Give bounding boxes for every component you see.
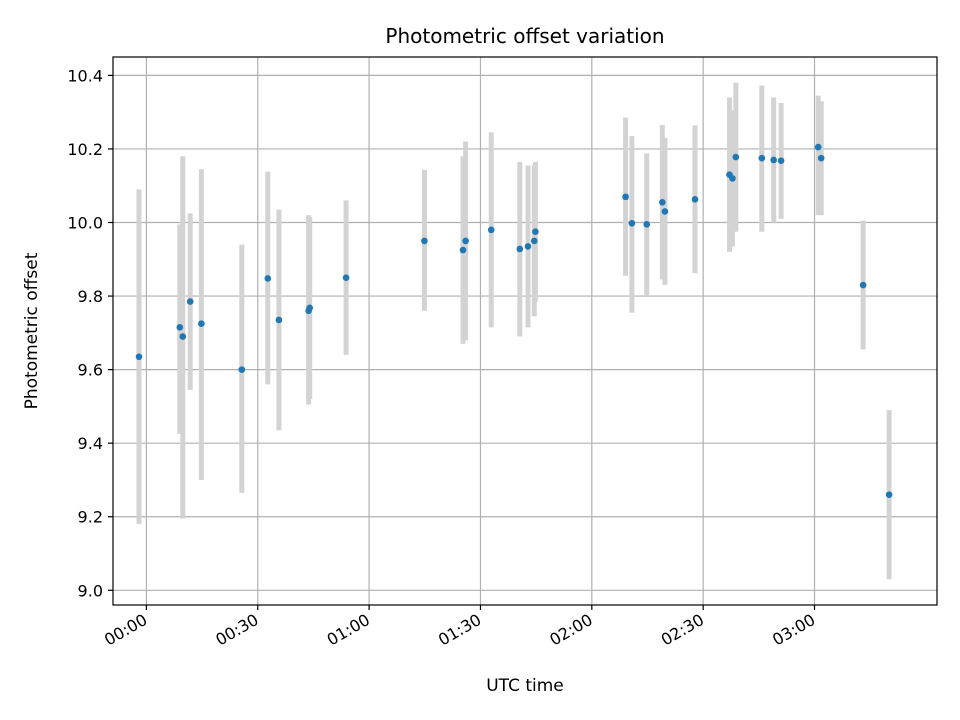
data-point	[306, 304, 314, 312]
data-point	[532, 228, 539, 235]
data-point	[814, 143, 822, 151]
data-point	[462, 237, 469, 245]
data-point	[643, 221, 651, 228]
data-point	[421, 237, 428, 245]
y-tick-label: 10.4	[67, 66, 103, 85]
data-point	[186, 298, 194, 305]
data-point	[885, 491, 893, 498]
y-axis-label: Photometric offset	[22, 252, 42, 409]
data-point	[622, 193, 629, 201]
grid-lines	[113, 57, 937, 605]
y-tick-label: 9.6	[78, 361, 103, 380]
y-tick-label: 10.0	[67, 214, 103, 233]
data-point	[487, 226, 495, 234]
data-point	[238, 366, 246, 373]
plot-area-frame	[112, 56, 938, 606]
data-point	[777, 157, 785, 165]
data-point	[179, 333, 187, 340]
data-point	[770, 156, 777, 164]
data-point	[659, 198, 666, 206]
data-point	[524, 243, 532, 250]
y-tick-label: 10.2	[67, 140, 103, 159]
y-tick-label: 9.0	[78, 581, 103, 600]
data-points	[135, 143, 893, 498]
data-point	[628, 219, 636, 227]
data-point	[459, 246, 467, 254]
data-point	[732, 153, 740, 161]
chart-title: Photometric offset variation	[385, 24, 664, 48]
data-point	[275, 316, 283, 324]
y-tick-label: 9.8	[78, 287, 103, 306]
data-point	[176, 324, 184, 331]
data-point	[691, 196, 699, 203]
data-point	[530, 237, 538, 245]
data-point	[516, 245, 524, 253]
data-point	[661, 208, 669, 215]
data-point	[758, 154, 766, 162]
data-point	[342, 274, 350, 281]
data-point	[198, 320, 205, 327]
y-tick-label: 9.4	[78, 434, 103, 453]
x-axis-label: UTC time	[486, 676, 564, 696]
data-point	[264, 275, 272, 282]
data-point	[135, 353, 143, 361]
data-point	[817, 154, 825, 162]
data-point	[859, 281, 867, 289]
y-tick-label: 9.2	[78, 508, 103, 527]
data-point	[729, 175, 736, 182]
